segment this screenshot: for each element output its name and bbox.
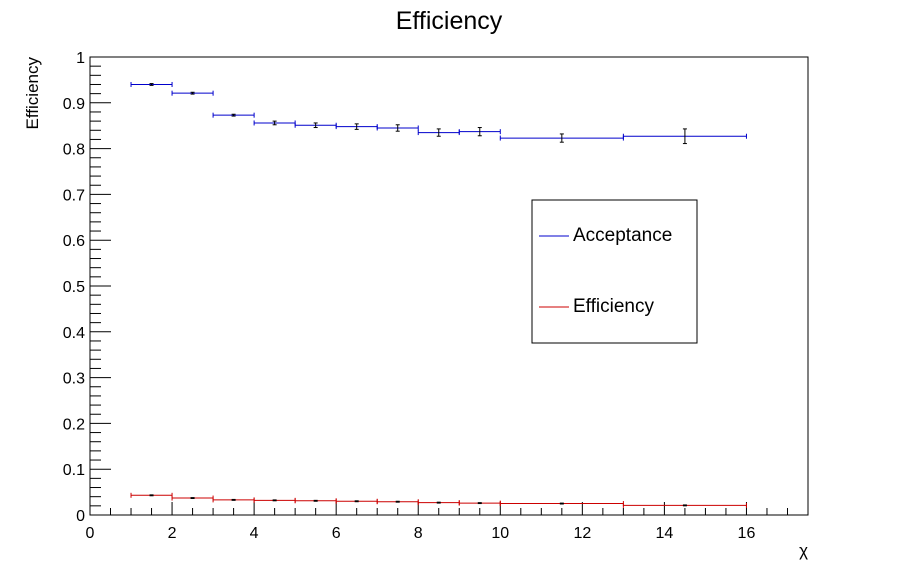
- y-tick-label: 0.6: [63, 233, 85, 250]
- x-tick-label: 14: [656, 525, 674, 542]
- legend-box: [531, 199, 698, 344]
- x-tick-label: 0: [86, 525, 95, 542]
- y-tick-label: 0.4: [63, 325, 85, 342]
- x-tick-label: 4: [250, 525, 259, 542]
- data-point: [171, 90, 214, 96]
- y-tick-label: 0.5: [63, 279, 85, 296]
- x-tick-label: 6: [332, 525, 341, 542]
- data-point: [294, 122, 337, 129]
- chart-title: Efficiency: [396, 7, 503, 35]
- legend-label-acceptance: Acceptance: [573, 225, 672, 246]
- x-tick-label: 2: [168, 525, 177, 542]
- x-axis-title: χ: [799, 541, 808, 560]
- y-tick-label: 0.7: [63, 187, 85, 204]
- y-tick-label: 1: [76, 50, 85, 67]
- legend: Acceptance Efficiency: [531, 199, 698, 344]
- data-point: [130, 492, 173, 498]
- data-point: [130, 81, 173, 87]
- data-point: [458, 127, 501, 137]
- series-layer: [130, 81, 747, 508]
- legend-label-efficiency: Efficiency: [573, 296, 654, 317]
- y-tick-label: 0.1: [63, 462, 85, 479]
- data-point: [622, 502, 747, 508]
- x-tick-label: 12: [573, 525, 591, 542]
- x-tick-label: 16: [738, 525, 756, 542]
- data-point: [376, 124, 419, 132]
- x-tick-label: 8: [414, 525, 423, 542]
- series-efficiency: [130, 492, 747, 508]
- data-point: [212, 112, 255, 118]
- x-tick-label: 10: [491, 525, 509, 542]
- series-acceptance: [130, 81, 747, 145]
- y-tick-label: 0.2: [63, 416, 85, 433]
- y-tick-label: 0.9: [63, 96, 85, 113]
- y-axis-title: Efficiency: [23, 57, 42, 130]
- y-tick-label: 0.3: [63, 371, 85, 388]
- data-point: [171, 495, 214, 501]
- y-tick-label: 0.8: [63, 142, 85, 159]
- data-point: [622, 128, 747, 145]
- x-axis: 0 2 4 6 8 10 12 14 16: [86, 502, 809, 542]
- y-axis: 0 0.1 0.2 0.3 0.4 0.5 0.6 0.7 0.8 0.9 1: [63, 50, 111, 525]
- y-tick-label: 0: [76, 508, 85, 525]
